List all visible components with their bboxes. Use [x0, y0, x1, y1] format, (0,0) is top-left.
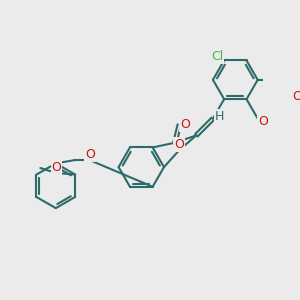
Text: O: O [174, 138, 184, 151]
Text: Cl: Cl [211, 50, 224, 63]
Text: O: O [85, 148, 95, 161]
Text: O: O [258, 115, 268, 128]
Text: H: H [215, 110, 224, 123]
Text: O: O [52, 161, 61, 174]
Text: O: O [180, 118, 190, 131]
Text: O: O [292, 90, 300, 103]
